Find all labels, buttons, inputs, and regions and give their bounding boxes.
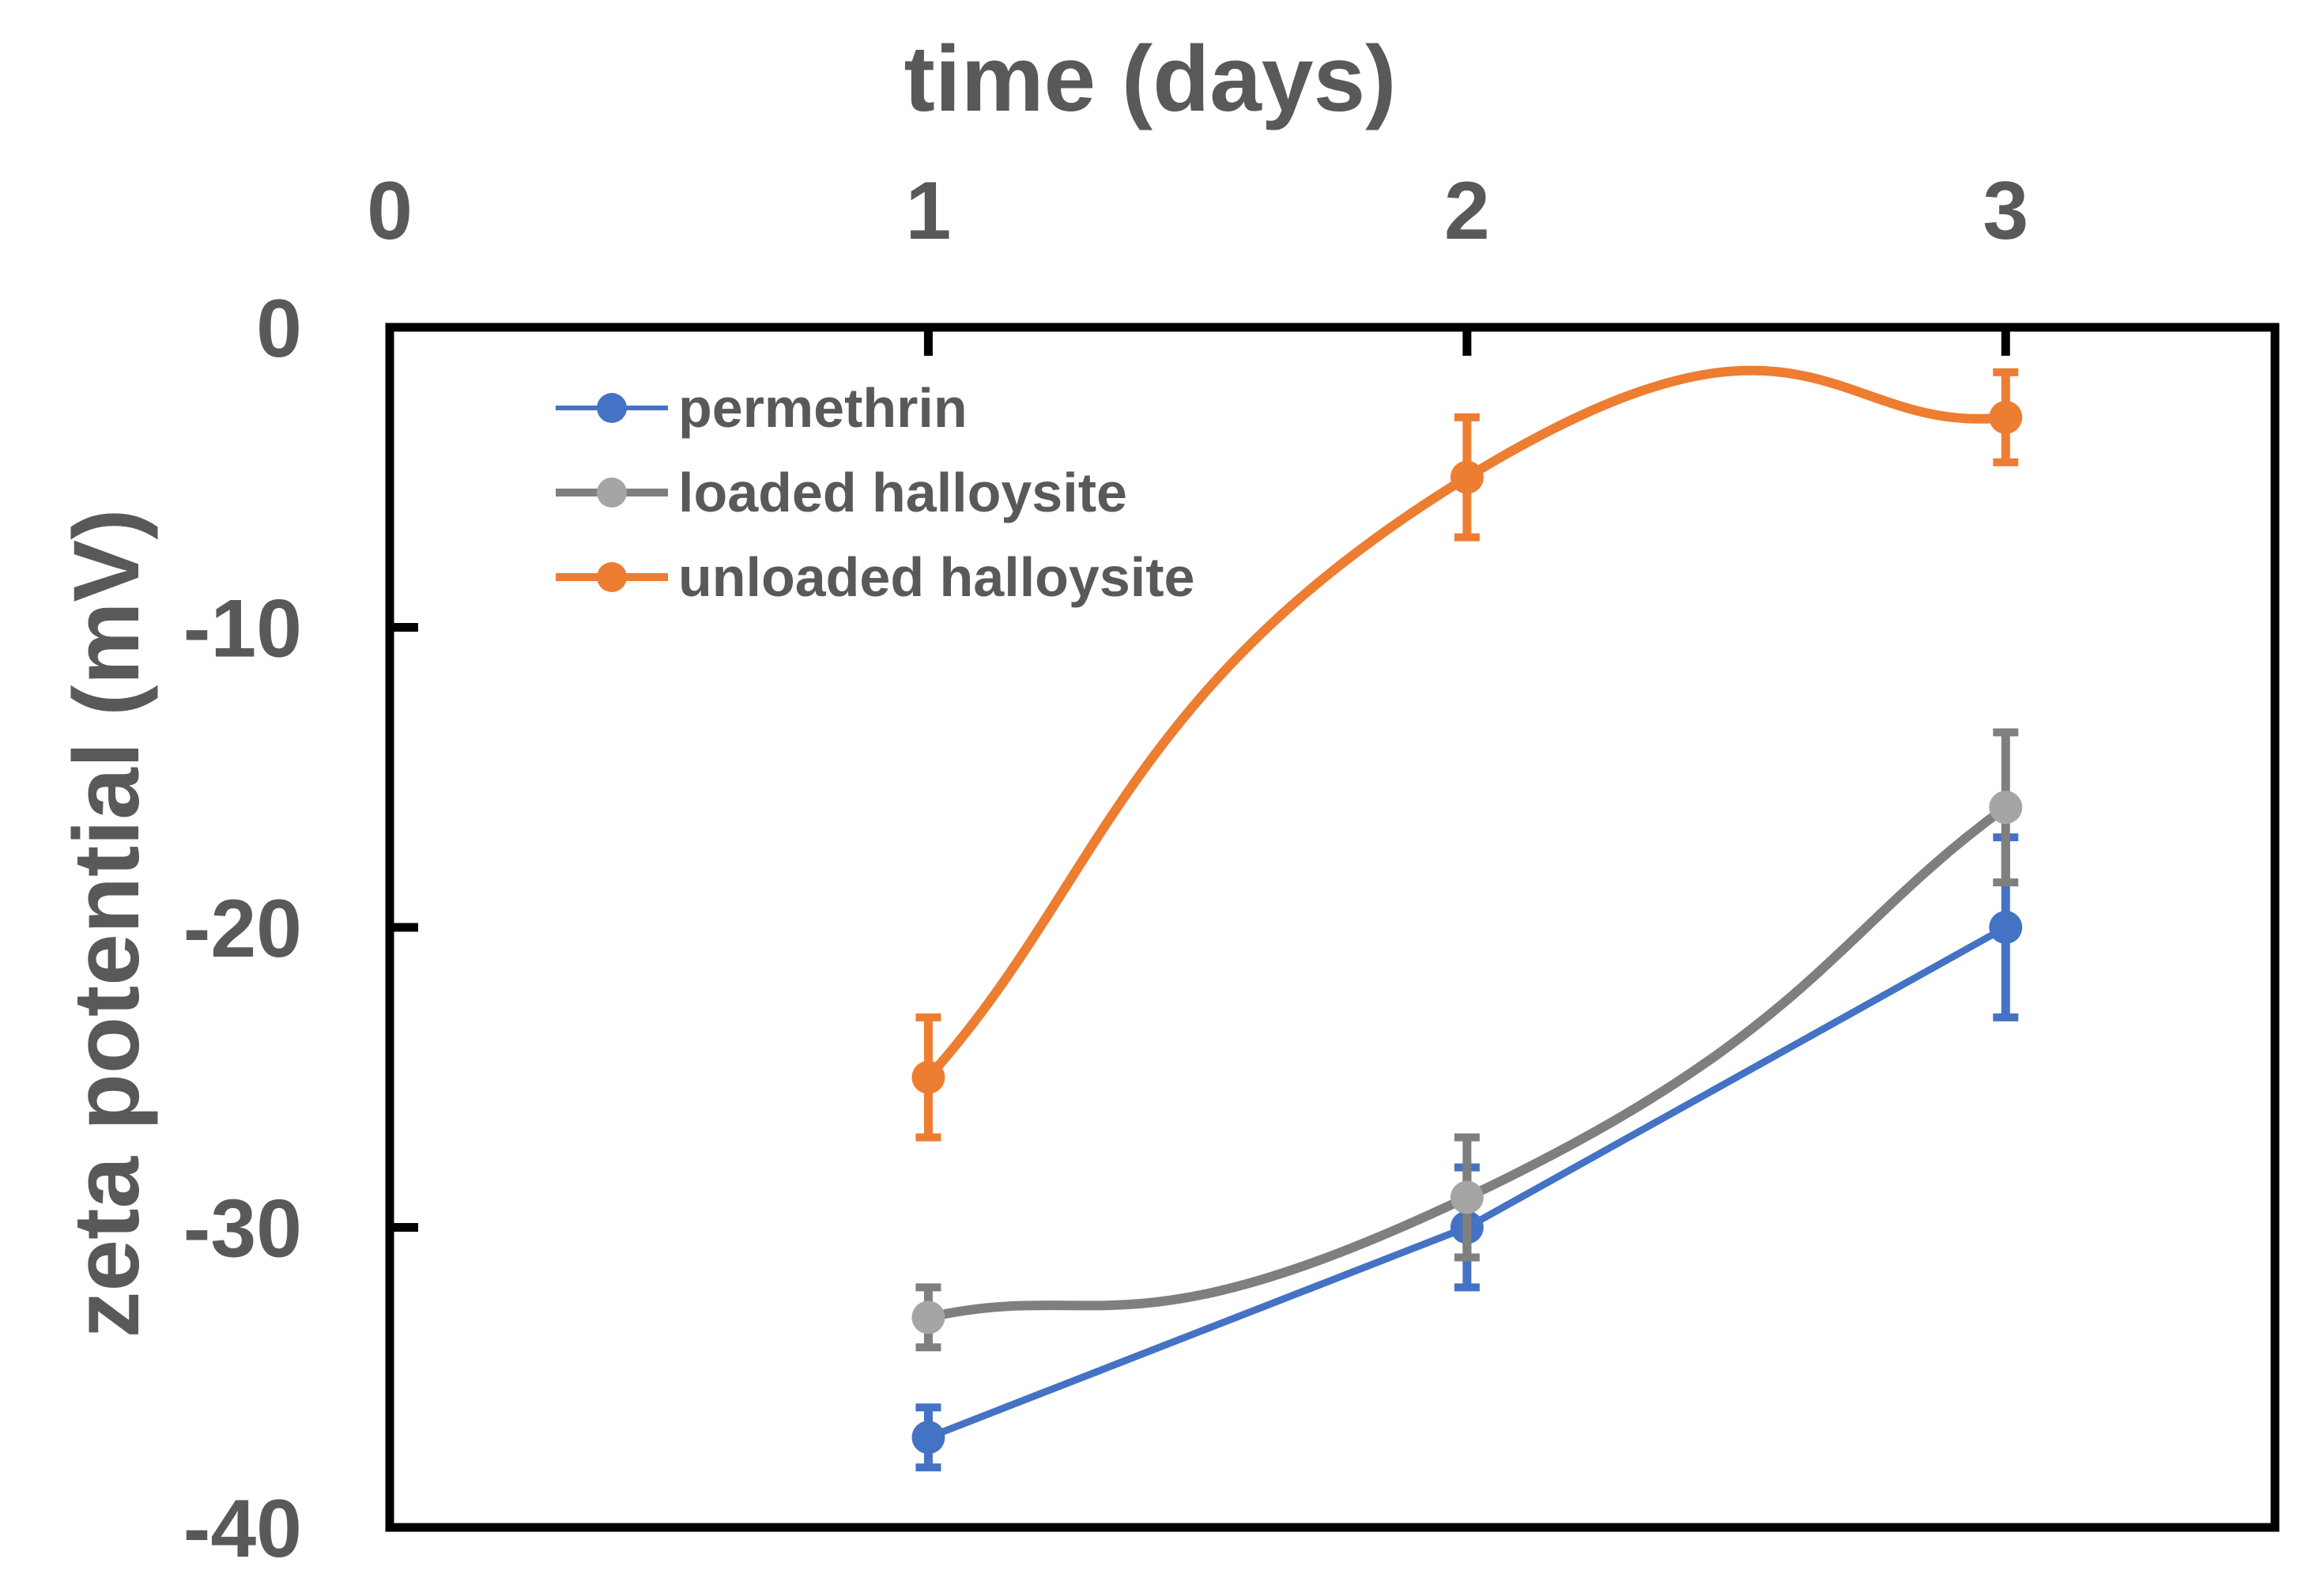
series-loaded-halloysite: [911, 728, 2023, 1352]
legend-label: unloaded halloysite: [678, 546, 1194, 608]
legend: permethrin loaded halloysite unloaded hall…: [556, 377, 1194, 608]
y-tick-label: 0: [256, 283, 302, 375]
series-layer: [911, 365, 2023, 1472]
y-tick-label: -20: [183, 883, 302, 975]
plot-area-frame: [385, 323, 2280, 1532]
data-point: [1989, 791, 2023, 825]
data-point: [1450, 460, 1484, 494]
data-point: [911, 1301, 945, 1335]
legend-label: permethrin: [678, 377, 968, 439]
x-tick-label: 3: [1983, 165, 2028, 257]
x-tick-label: 1: [906, 165, 952, 257]
legend-swatch-marker: [597, 478, 627, 508]
y-axis-ticks: 0 -10 -20 -30 -40: [183, 283, 418, 1575]
y-tick-label: -10: [183, 583, 302, 675]
series-unloaded-halloysite: [911, 365, 2023, 1142]
data-point: [911, 1060, 945, 1094]
x-axis-title: time (days): [904, 27, 1397, 131]
legend-label: loaded halloysite: [678, 462, 1127, 523]
y-tick-label: -40: [183, 1483, 302, 1575]
legend-swatch-marker: [597, 393, 627, 423]
data-point: [1989, 400, 2023, 434]
x-axis-ticks: 0 1 2 3: [367, 165, 2028, 356]
data-point: [1989, 911, 2023, 944]
data-point: [911, 1421, 945, 1455]
legend-item: unloaded halloysite: [556, 546, 1194, 608]
legend-item: loaded halloysite: [556, 462, 1127, 523]
x-tick-label: 0: [367, 165, 413, 257]
x-tick-label: 2: [1444, 165, 1490, 257]
legend-swatch-marker: [597, 562, 627, 592]
y-axis-title: zeta potential (mV): [55, 509, 159, 1338]
legend-item: permethrin: [556, 377, 968, 439]
data-point: [1450, 1180, 1484, 1214]
y-tick-label: -30: [183, 1184, 302, 1275]
